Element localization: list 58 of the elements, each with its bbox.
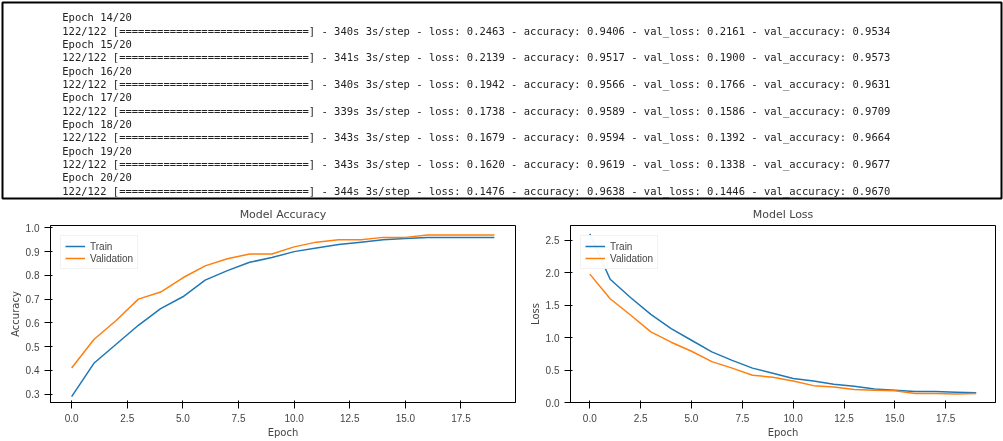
x-tick-label: 7.5 xyxy=(735,412,750,424)
y-tick-label: 0.3 xyxy=(25,389,40,401)
chart-title: Model Accuracy xyxy=(239,207,327,221)
text: 122/122 [==============================] - 343s 3s/step - loss: 0.1620 - accuracy: 0.9619 - val_loss: 0.1338 - val_accuracy: 0.9677 xyxy=(62,157,891,171)
line-series xyxy=(589,233,977,394)
x-tick-label: 15.0 xyxy=(395,412,416,424)
x-tick-label: 17.5 xyxy=(451,412,472,424)
text: 122/122 [==============================] - 341s 3s/step - loss: 0.2139 - accuracy: 0.9517 - val_loss: 0.1900 - val_accuracy: 0.9573 xyxy=(62,51,891,65)
text: Epoch 18/20 xyxy=(62,117,132,130)
line-series xyxy=(70,234,496,369)
text: 122/122 [==============================] - 344s 3s/step - loss: 0.1476 - accuracy: 0.9638 - val_loss: 0.1446 - val_accuracy: 0.9670 xyxy=(62,184,891,198)
legend-label: Train xyxy=(90,240,113,252)
text: Epoch 19/20 xyxy=(62,144,132,157)
text: Epoch 17/20 xyxy=(62,91,132,104)
text: Epoch 14/20 xyxy=(62,11,132,24)
text: Epoch 20/20 xyxy=(62,171,132,184)
y-tick-label: 1.0 xyxy=(545,332,560,344)
x-tick-label: 15.0 xyxy=(885,412,906,424)
y-tick-label: 0.5 xyxy=(25,341,40,353)
y-tick-label: 0.8 xyxy=(25,270,40,282)
y-tick-label: 2.5 xyxy=(545,235,560,247)
x-axis-title: Epoch xyxy=(267,426,299,438)
y-tick-label: 1.5 xyxy=(545,300,560,312)
text: 122/122 [==============================] - 339s 3s/step - loss: 0.1738 - accuracy: 0.9589 - val_loss: 0.1586 - val_accuracy: 0.9709 xyxy=(62,104,891,118)
text: 122/122 [==============================] - 340s 3s/step - loss: 0.2463 - accuracy: 0.9406 - val_loss: 0.2161 - val_accuracy: 0.9534 xyxy=(62,24,891,38)
y-axis-title: Accuracy xyxy=(9,291,21,337)
legend-label: Train xyxy=(610,240,633,252)
x-tick-label: 12.5 xyxy=(340,412,360,424)
x-tick-label: 2.5 xyxy=(120,412,135,424)
text: 122/122 [==============================] - 343s 3s/step - loss: 0.1679 - accuracy: 0.9594 - val_loss: 0.1392 - val_accuracy: 0.9664 xyxy=(62,131,891,145)
x-tick-label: 0.0 xyxy=(582,412,598,424)
y-tick-label: 0.9 xyxy=(25,246,40,258)
x-tick-label: 7.5 xyxy=(231,412,246,424)
y-tick-label: 1.0 xyxy=(25,222,40,234)
x-tick-label: 5.0 xyxy=(684,412,699,424)
text: 122/122 [==============================] - 340s 3s/step - loss: 0.1942 - accuracy: 0.9566 - val_loss: 0.1766 - val_accuracy: 0.9631 xyxy=(62,77,891,91)
x-tick-label: 2.5 xyxy=(633,412,649,424)
x-axis-title: Epoch xyxy=(767,426,799,438)
y-tick-label: 0.6 xyxy=(25,317,40,329)
x-tick-label: 10.0 xyxy=(783,412,804,424)
line-series xyxy=(589,273,977,395)
x-tick-label: 0.0 xyxy=(64,412,80,424)
y-tick-label: 0.5 xyxy=(545,365,560,377)
legend-label: Validation xyxy=(610,252,654,264)
y-tick-label: 2.0 xyxy=(545,267,560,279)
y-axis-title: Loss xyxy=(529,303,541,325)
line-series xyxy=(70,236,496,398)
y-tick-label: 0.0 xyxy=(545,397,560,409)
x-tick-label: 10.0 xyxy=(284,412,305,424)
x-tick-label: 12.5 xyxy=(834,412,855,424)
x-tick-label: 5.0 xyxy=(175,412,191,424)
y-tick-label: 0.4 xyxy=(25,365,40,377)
chart-title: Model Loss xyxy=(752,207,814,221)
text: Epoch 16/20 xyxy=(62,64,132,77)
text: Epoch 15/20 xyxy=(62,37,132,50)
x-tick-label: 17.5 xyxy=(935,412,956,424)
legend-label: Validation xyxy=(90,252,134,264)
y-tick-label: 0.7 xyxy=(25,294,40,306)
